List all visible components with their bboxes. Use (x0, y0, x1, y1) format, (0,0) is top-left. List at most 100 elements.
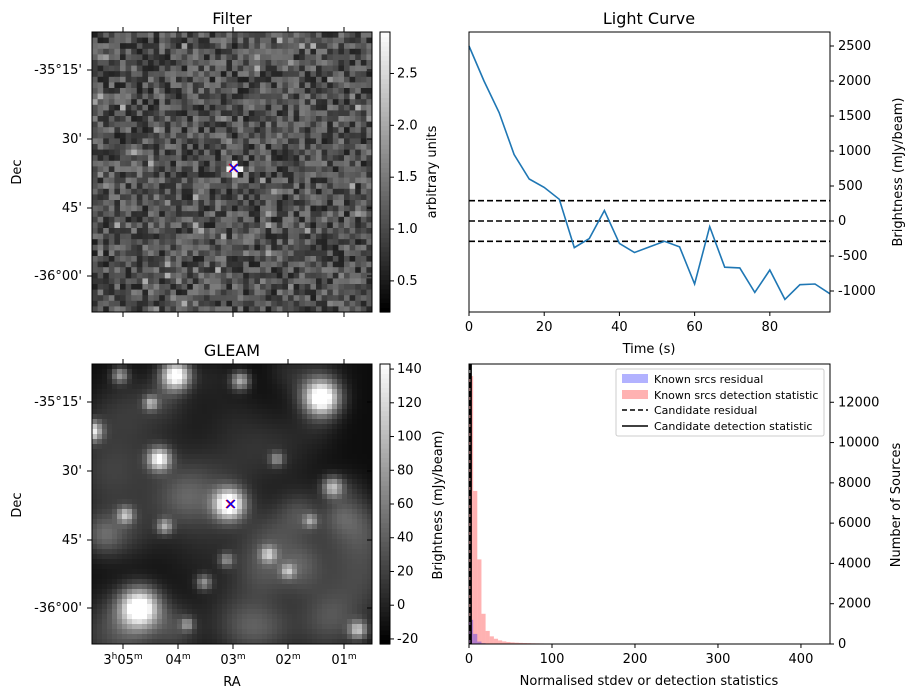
filter-pixel (321, 160, 328, 167)
gleam-pixel (337, 414, 343, 420)
filter-pixel (120, 250, 127, 257)
gleam-pixel (152, 499, 158, 505)
filter-pixel (170, 54, 177, 61)
filter-pixel (187, 32, 194, 39)
gleam-pixel (217, 559, 223, 565)
gleam-pixel (142, 399, 148, 405)
gleam-pixel (332, 519, 338, 525)
filter-pixel (164, 149, 171, 156)
gleam-pixel (352, 374, 358, 380)
filter-pixel (103, 306, 110, 313)
filter-pixel (97, 88, 104, 95)
gleam-pixel (292, 514, 298, 520)
filter-pixel (108, 138, 115, 145)
gleam-pixel (172, 499, 178, 505)
gleam-pixel (342, 494, 348, 500)
gleam-pixel (262, 569, 268, 575)
gleam-pixel (142, 459, 148, 465)
gleam-pixel (212, 384, 218, 390)
filter-pixel (198, 200, 205, 207)
filter-pixel (276, 110, 283, 117)
gleam-pixel (227, 459, 233, 465)
filter-pixel (159, 256, 166, 263)
gleam-pixel (147, 379, 153, 385)
filter-pixel (344, 200, 351, 207)
gleam-pixel (357, 439, 363, 445)
gleam-pixel (162, 399, 168, 405)
gleam-pixel (307, 564, 313, 570)
filter-pixel (92, 144, 99, 151)
gleam-pixel (232, 379, 238, 385)
gleam-pixel (112, 479, 118, 485)
filter-pixel (265, 138, 272, 145)
filter-pixel (114, 205, 121, 212)
gleam-pixel (127, 489, 133, 495)
filter-pixel (114, 43, 121, 50)
gleam-pixel (352, 539, 358, 545)
gleam-pixel (307, 409, 313, 415)
gleam-pixel (297, 494, 303, 500)
filter-pixel (321, 60, 328, 67)
gleam-pixel (307, 479, 313, 485)
gleam-pixel (227, 409, 233, 415)
filter-pixel (232, 200, 239, 207)
gleam-pixel (347, 454, 353, 460)
gleam-pixel (162, 424, 168, 430)
filter-pixel (355, 239, 362, 246)
gleam-pixel (127, 414, 133, 420)
gleam-pixel (312, 364, 318, 370)
filter-pixel (366, 71, 373, 78)
gleam-pixel (272, 399, 278, 405)
gleam-pixel (217, 404, 223, 410)
filter-pixel (299, 306, 306, 313)
gleam-pixel (157, 434, 163, 440)
filter-pixel (153, 32, 160, 39)
filter-pixel (97, 121, 104, 128)
filter-pixel (226, 183, 233, 190)
filter-pixel (136, 278, 143, 285)
gleam-pixel (187, 534, 193, 540)
gleam-pixel (367, 474, 373, 480)
gleam-pixel (237, 444, 243, 450)
filter-pixel (265, 121, 272, 128)
filter-pixel (125, 149, 132, 156)
filter-pixel (338, 261, 345, 268)
gleam-pixel (297, 544, 303, 550)
filter-pixel (299, 278, 306, 285)
filter-pixel (181, 43, 188, 50)
gleam-pixel (187, 469, 193, 475)
filter-pixel (304, 233, 311, 240)
gleam-pixel (307, 494, 313, 500)
filter-pixel (176, 172, 183, 179)
gleam-pixel (302, 504, 308, 510)
filter-pixel (136, 93, 143, 100)
gleam-pixel (357, 519, 363, 525)
filter-pixel (232, 172, 239, 179)
filter-pixel (332, 211, 339, 218)
gleam-pixel (137, 419, 143, 425)
filter-pixel (97, 99, 104, 106)
gleam-pixel (122, 514, 128, 520)
gleam-pixel (337, 404, 343, 410)
filter-pixel (360, 295, 367, 302)
filter-pixel (310, 166, 317, 173)
gleam-pixel (297, 374, 303, 380)
filter-pixel (148, 172, 155, 179)
gleam-pixel (122, 554, 128, 560)
filter-pixel (170, 144, 177, 151)
gleam-pixel (137, 539, 143, 545)
filter-pixel (232, 88, 239, 95)
filter-pixel (125, 144, 132, 151)
gleam-pixel (227, 444, 233, 450)
gleam-pixel (117, 474, 123, 480)
filter-pixel (192, 284, 199, 291)
filter-pixel (192, 54, 199, 61)
gleam-pixel (92, 449, 98, 455)
filter-pixel (299, 116, 306, 123)
filter-pixel (282, 88, 289, 95)
gleam-pixel (207, 384, 213, 390)
filter-pixel (260, 222, 267, 229)
gleam-pixel (182, 474, 188, 480)
gleam-pixel (142, 374, 148, 380)
filter-pixel (338, 222, 345, 229)
